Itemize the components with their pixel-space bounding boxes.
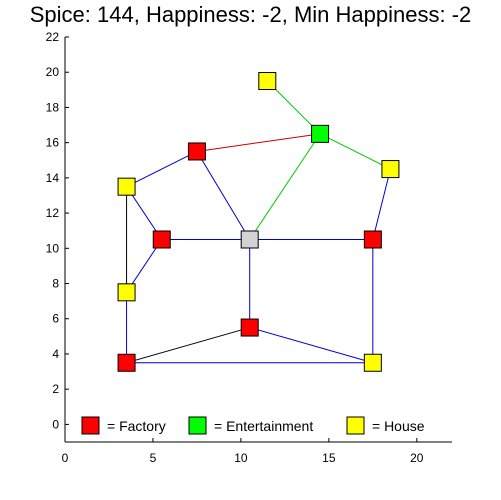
building-house-h1[interactable] — [258, 72, 277, 91]
legend-label-factory: = Factory — [107, 418, 166, 434]
building-house-h4[interactable] — [117, 283, 136, 302]
road-f5-f4 — [126, 327, 250, 364]
road-f4-h5 — [249, 327, 373, 364]
min-happiness-value: -2 — [451, 2, 472, 27]
x-tick-label: 20 — [410, 451, 424, 465]
road-f1-u1 — [196, 151, 251, 240]
road-e1-h2 — [319, 133, 391, 170]
building-factory-f1[interactable] — [187, 142, 206, 161]
legend: = Factory = Entertainment = House — [81, 416, 425, 435]
y-tick-label: 12 — [46, 206, 60, 220]
y-tick-label: 6 — [52, 312, 59, 326]
building-factory-f4[interactable] — [240, 318, 259, 337]
min-happiness-label: Min Happiness: — [293, 2, 446, 27]
x-tick-label: 15 — [322, 451, 336, 465]
building-entertainment-e1[interactable] — [311, 124, 330, 143]
y-tick-label: 14 — [46, 171, 60, 185]
building-unbuilt-u1[interactable] — [240, 230, 259, 249]
building-house-h3[interactable] — [117, 177, 136, 196]
y-tick-label: 18 — [46, 100, 60, 114]
legend-label-house: = House — [372, 418, 425, 434]
building-house-h5[interactable] — [363, 353, 382, 372]
y-tick-label: 20 — [46, 65, 60, 79]
y-tick-label: 10 — [46, 241, 60, 255]
road-f1-e1 — [196, 133, 321, 152]
happiness-value: -2 — [262, 2, 282, 27]
happiness-label: Happiness: — [145, 2, 257, 27]
y-tick-label: 22 — [46, 30, 60, 44]
y-tick-label: 0 — [52, 417, 59, 431]
x-tick-label: 10 — [234, 451, 248, 465]
legend-swatch-entertainment — [188, 416, 207, 435]
y-tick-label: 16 — [46, 136, 60, 150]
y-tick-label: 2 — [52, 382, 59, 396]
building-factory-f5[interactable] — [117, 353, 136, 372]
buildings — [117, 72, 400, 372]
y-tick-label: 8 — [52, 277, 59, 291]
status-title: Spice: 144, Happiness: -2, Min Happiness… — [29, 2, 472, 27]
x-tick-label: 0 — [62, 451, 69, 465]
road-h3-f1 — [126, 151, 198, 188]
legend-swatch-house — [346, 416, 365, 435]
spice-value: 144 — [97, 2, 134, 27]
road-h2-f3 — [372, 168, 391, 240]
axes: 0 2 4 6 8 10 12 14 16 18 20 22 0 5 10 15 20 — [46, 30, 452, 465]
building-factory-f2[interactable] — [152, 230, 171, 249]
building-factory-f3[interactable] — [363, 230, 382, 249]
x-tick-label: 5 — [150, 451, 157, 465]
legend-label-entertainment: = Entertainment — [214, 418, 313, 434]
legend-swatch-factory — [81, 416, 100, 435]
road-e1-u1 — [249, 133, 321, 240]
spice-label: Spice: — [29, 2, 91, 27]
y-tick-label: 4 — [52, 347, 59, 361]
building-house-h2[interactable] — [381, 160, 400, 179]
